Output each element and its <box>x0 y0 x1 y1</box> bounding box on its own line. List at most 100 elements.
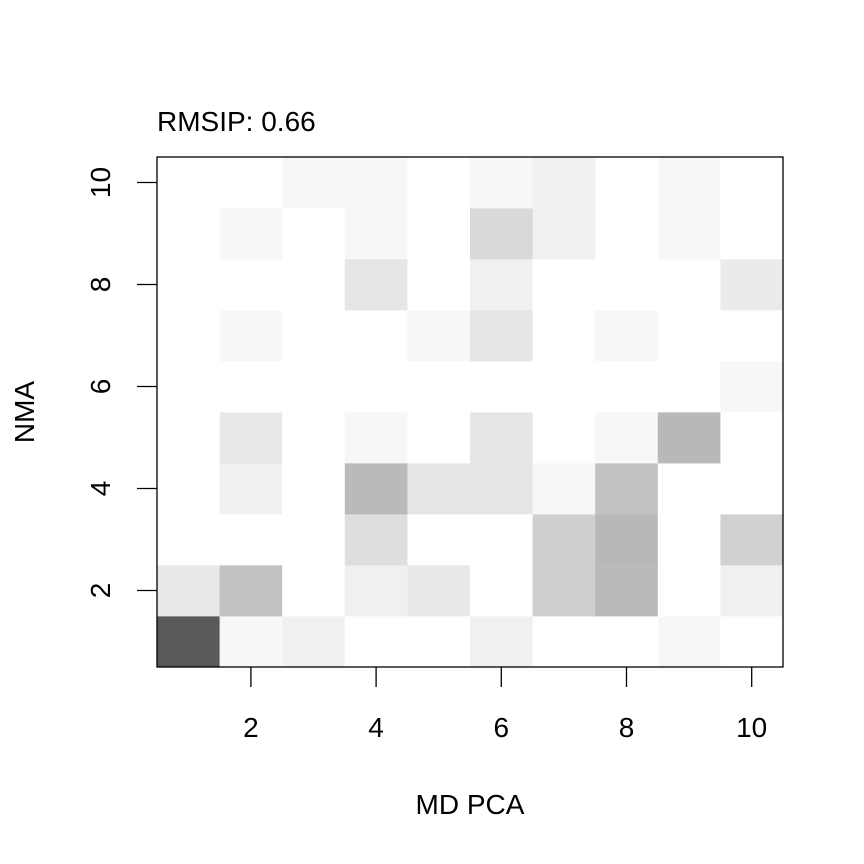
heatmap-cell-x3-y6 <box>282 361 346 413</box>
heatmap-cell-x9-y1 <box>657 616 721 668</box>
heatmap-cell-x9-y4 <box>657 463 721 515</box>
heatmap-cell-x6-y10 <box>470 157 533 209</box>
heatmap-cell-x3-y7 <box>282 310 346 362</box>
heatmap-cell-x6-y5 <box>470 412 533 464</box>
heatmap-cell-x5-y8 <box>407 259 471 311</box>
heatmap-cell-x10-y8 <box>720 259 784 311</box>
chart-title: RMSIP: 0.66 <box>157 106 316 137</box>
heatmap-cell-x3-y3 <box>282 514 346 566</box>
heatmap-cell-x7-y6 <box>532 361 596 413</box>
heatmap-cell-x7-y10 <box>532 157 596 209</box>
heatmap-cell-x6-y4 <box>470 463 533 515</box>
x-tick-label-4: 4 <box>368 712 384 743</box>
heatmap-cell-x2-y4 <box>219 463 283 515</box>
heatmap-cell-x2-y7 <box>219 310 283 362</box>
heatmap-cell-x2-y5 <box>219 412 283 464</box>
heatmap-cell-x9-y6 <box>657 361 721 413</box>
heatmap-cell-x4-y3 <box>344 514 408 566</box>
heatmap-cell-x1-y3 <box>157 514 220 566</box>
heatmap-cell-x5-y9 <box>407 208 471 260</box>
heatmap-cell-x2-y8 <box>219 259 283 311</box>
y-tick-label-4: 4 <box>85 481 116 497</box>
heatmap-cell-x6-y2 <box>470 565 533 617</box>
heatmap-cell-x10-y1 <box>720 616 784 668</box>
heatmap-cell-x3-y2 <box>282 565 346 617</box>
heatmap-cell-x3-y5 <box>282 412 346 464</box>
heatmap-cell-x1-y1 <box>157 616 220 668</box>
x-tick-label-6: 6 <box>494 712 510 743</box>
y-tick-label-8: 8 <box>85 277 116 293</box>
heatmap-cell-x6-y1 <box>470 616 533 668</box>
y-axis: 2 4 6 8 10 <box>85 167 157 598</box>
heatmap-cell-x4-y8 <box>344 259 408 311</box>
heatmap-cell-x6-y6 <box>470 361 533 413</box>
heatmap-cell-x1-y4 <box>157 463 220 515</box>
heatmap-cell-x3-y8 <box>282 259 346 311</box>
heatmap-cell-x4-y9 <box>344 208 408 260</box>
heatmap-cell-x9-y9 <box>657 208 721 260</box>
heatmap-cell-x8-y8 <box>595 259 659 311</box>
heatmap-cell-x4-y1 <box>344 616 408 668</box>
heatmap-cell-x9-y8 <box>657 259 721 311</box>
x-axis-label: MD PCA <box>416 789 525 820</box>
heatmap-cell-x2-y2 <box>219 565 283 617</box>
heatmap-cell-x2-y3 <box>219 514 283 566</box>
y-tick-label-10: 10 <box>85 167 116 198</box>
heatmap-cell-x8-y3 <box>595 514 659 566</box>
heatmap-cell-x1-y9 <box>157 208 220 260</box>
heatmap-cell-x9-y3 <box>657 514 721 566</box>
heatmap-cell-x10-y4 <box>720 463 784 515</box>
heatmap-cell-x2-y9 <box>219 208 283 260</box>
heatmap-cell-x7-y4 <box>532 463 596 515</box>
heatmap-cell-x7-y9 <box>532 208 596 260</box>
heatmap-cell-x10-y3 <box>720 514 784 566</box>
heatmap-cell-x1-y8 <box>157 259 220 311</box>
heatmap-cell-x7-y5 <box>532 412 596 464</box>
heatmap-cell-x5-y2 <box>407 565 471 617</box>
heatmap-cell-x10-y5 <box>720 412 784 464</box>
heatmap-cell-x4-y4 <box>344 463 408 515</box>
heatmap-cell-x6-y3 <box>470 514 533 566</box>
heatmap-cell-x4-y10 <box>344 157 408 209</box>
heatmap-cell-x8-y10 <box>595 157 659 209</box>
x-axis: 2 4 6 8 10 <box>243 667 767 743</box>
y-axis-label: NMA <box>9 381 40 444</box>
heatmap-cell-x7-y1 <box>532 616 596 668</box>
heatmap-cell-x8-y5 <box>595 412 659 464</box>
heatmap-cell-x7-y7 <box>532 310 596 362</box>
heatmap-cell-x9-y2 <box>657 565 721 617</box>
heatmap-cell-x3-y9 <box>282 208 346 260</box>
plot-frame <box>156 156 784 668</box>
heatmap-cell-x1-y2 <box>157 565 220 617</box>
heatmap-cell-x8-y4 <box>595 463 659 515</box>
heatmap-cell-x4-y5 <box>344 412 408 464</box>
y-tick-label-6: 6 <box>85 379 116 395</box>
heatmap-cell-x8-y2 <box>595 565 659 617</box>
heatmap-cell-x5-y6 <box>407 361 471 413</box>
heatmap-cell-x5-y1 <box>407 616 471 668</box>
heatmap-cell-x2-y6 <box>219 361 283 413</box>
heatmap-cell-x10-y10 <box>720 157 784 209</box>
heatmap-cell-x10-y9 <box>720 208 784 260</box>
heatmap-cells <box>157 157 784 668</box>
x-tick-label-2: 2 <box>243 712 259 743</box>
heatmap-cell-x7-y2 <box>532 565 596 617</box>
heatmap-cell-x1-y7 <box>157 310 220 362</box>
heatmap-cell-x2-y10 <box>219 157 283 209</box>
heatmap-cell-x8-y7 <box>595 310 659 362</box>
heatmap-cell-x7-y8 <box>532 259 596 311</box>
heatmap-cell-x4-y6 <box>344 361 408 413</box>
heatmap-cell-x3-y1 <box>282 616 346 668</box>
heatmap-cell-x8-y6 <box>595 361 659 413</box>
heatmap-cell-x6-y9 <box>470 208 533 260</box>
heatmap-cell-x6-y7 <box>470 310 533 362</box>
heatmap-cell-x10-y7 <box>720 310 784 362</box>
y-tick-label-2: 2 <box>85 583 116 599</box>
heatmap-cell-x6-y8 <box>470 259 533 311</box>
heatmap-cell-x3-y4 <box>282 463 346 515</box>
x-tick-label-10: 10 <box>736 712 767 743</box>
heatmap-cell-x1-y6 <box>157 361 220 413</box>
heatmap-cell-x5-y10 <box>407 157 471 209</box>
heatmap-cell-x9-y10 <box>657 157 721 209</box>
